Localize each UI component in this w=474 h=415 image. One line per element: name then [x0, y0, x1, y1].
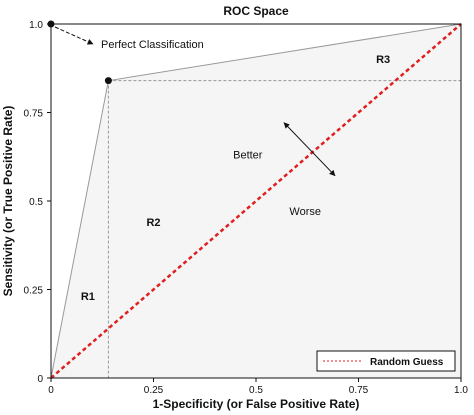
y-tick-label: 0.5	[29, 197, 43, 208]
better-label: Better	[233, 150, 263, 162]
chart-legend: Random Guess	[316, 350, 456, 372]
region-label-r2: R2	[146, 217, 160, 229]
x-tick-label: 0	[48, 385, 54, 396]
region-label-r1: R1	[81, 291, 95, 303]
better-worse-arrow	[283, 122, 336, 177]
chart-title: ROC Space	[223, 4, 289, 18]
operating-point	[104, 77, 112, 85]
x-tick-label: 0.5	[249, 385, 263, 396]
y-axis-label: Sensitivity (or True Positive Rate)	[1, 106, 15, 297]
y-tick-label: 0.75	[24, 109, 44, 120]
x-axis-label: 1-Specificity (or False Positive Rate)	[153, 397, 360, 411]
y-tick-label: 1.0	[29, 20, 43, 31]
legend-label-random-guess: Random Guess	[370, 357, 444, 368]
x-tick-label: 0.75	[349, 385, 369, 396]
legend-box	[316, 350, 456, 372]
random-guess-line	[50, 23, 462, 379]
y-tick-label: 0.25	[24, 286, 44, 297]
region-label-r3: R3	[376, 54, 390, 66]
y-tick-label: 0	[37, 374, 43, 385]
perfect-classification-arrow	[54, 26, 94, 45]
x-tick-label: 0.25	[144, 385, 164, 396]
perfect-classification-label: Perfect Classification	[101, 39, 204, 51]
worse-label: Worse	[289, 206, 321, 218]
x-tick-label: 1.0	[454, 385, 468, 396]
